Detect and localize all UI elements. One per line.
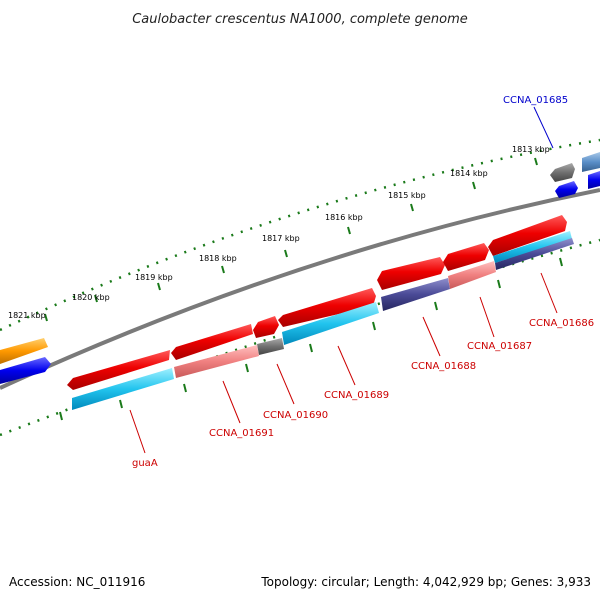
label-ccna-01688[interactable]: CCNA_01688 — [411, 361, 476, 372]
gene-arrow-ccna-01688[interactable] — [377, 257, 445, 290]
kbp-label-1819: 1819 kbp — [135, 273, 173, 282]
label-ccna-01685[interactable]: CCNA_01685 — [503, 95, 568, 106]
gene-bar-ccna-01686-lower[interactable] — [493, 231, 572, 263]
label-guaA[interactable]: guaA — [132, 458, 158, 469]
gene-arrow-blue-top[interactable] — [555, 181, 578, 198]
label-ccna-01690[interactable]: CCNA_01690 — [263, 410, 328, 421]
gene-arrow-ccna-01686[interactable] — [488, 215, 567, 256]
gene-bar-ccna-01688-lower[interactable] — [381, 278, 450, 311]
label-leaders — [129, 106, 558, 454]
accession-text: Accession: NC_011916 — [9, 575, 145, 589]
label-ccna-01687[interactable]: CCNA_01687 — [467, 341, 532, 352]
gene-bar-ccna-01690-lower[interactable] — [257, 338, 284, 355]
kbp-label-1813: 1813 kbp — [512, 145, 550, 154]
gene-arrow-blue-left[interactable] — [0, 357, 51, 384]
label-ccna-01689[interactable]: CCNA_01689 — [324, 390, 389, 401]
reverse-strand-genes — [72, 231, 574, 410]
kbp-label-1814: 1814 kbp — [450, 169, 488, 178]
kbp-label-1817: 1817 kbp — [262, 234, 300, 243]
gene-arrow-ccna-01689[interactable] — [278, 288, 376, 327]
kbp-label-1821: 1821 kbp — [8, 311, 46, 320]
genome-summary-text: Topology: circular; Length: 4,042,929 bp… — [260, 575, 591, 589]
gene-arrow-orange-left[interactable] — [0, 338, 48, 364]
outer-major-ticks — [44, 157, 538, 322]
gene-arrow-ccna-01687[interactable] — [443, 243, 489, 271]
gene-bar-ccna-01689-lower[interactable] — [282, 302, 379, 345]
gene-arrow-blue-edge[interactable] — [588, 171, 600, 189]
kbp-label-1815: 1815 kbp — [388, 191, 426, 200]
kbp-label-1818: 1818 kbp — [199, 254, 237, 263]
map-title: Caulobacter crescentus NA1000, complete … — [132, 12, 468, 27]
inner-major-ticks — [59, 257, 563, 421]
kbp-label-1820: 1820 kbp — [72, 293, 110, 302]
gene-arrow-ccna-01690[interactable] — [253, 316, 279, 338]
gene-arrow-guaA[interactable] — [67, 350, 170, 390]
gene-arrow-ccna-01685[interactable] — [550, 163, 575, 182]
label-ccna-01691[interactable]: CCNA_01691 — [209, 428, 274, 439]
gene-arrow-ccna-01691[interactable] — [171, 324, 253, 360]
kbp-label-1816: 1816 kbp — [325, 213, 363, 222]
label-ccna-01686[interactable]: CCNA_01686 — [529, 318, 594, 329]
gene-arrow-steel-edge[interactable] — [582, 152, 600, 172]
gene-bar-ccna-01691-lower[interactable] — [174, 345, 259, 378]
gene-bar-ccna-01687-lower[interactable] — [448, 261, 496, 289]
gene-bar-guaA-lower[interactable] — [72, 368, 174, 410]
gene-bar-ccna-01686-navy[interactable] — [495, 238, 574, 270]
genome-backbone — [0, 188, 600, 390]
forward-strand-genes — [67, 152, 600, 390]
